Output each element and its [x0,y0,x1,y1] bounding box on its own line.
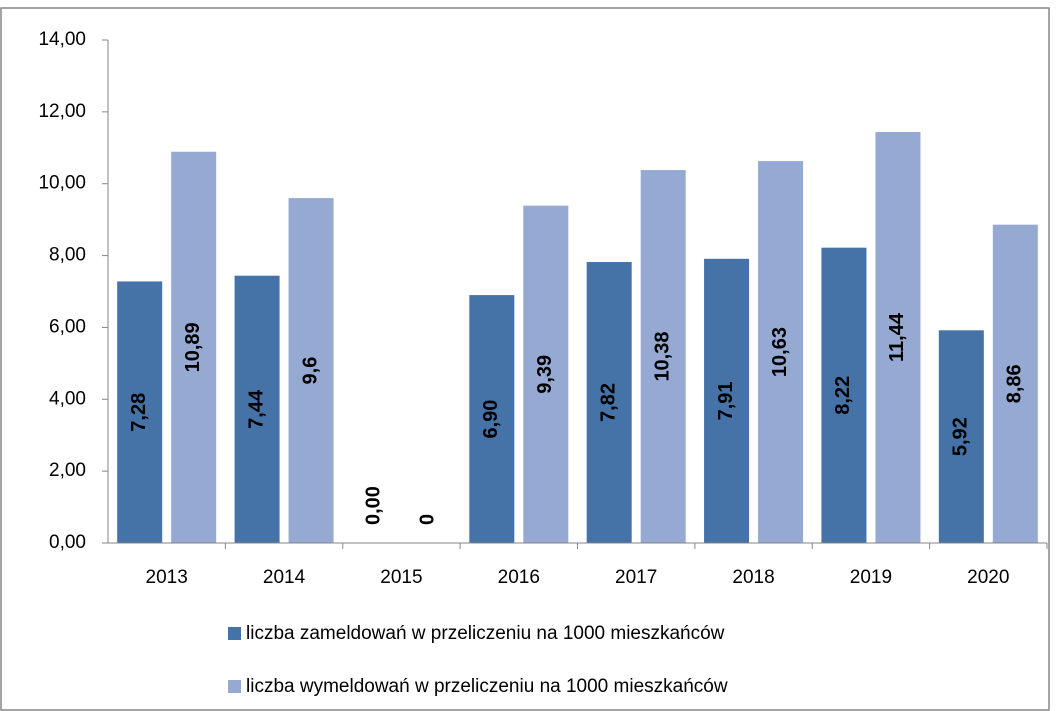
y-tick-label: 4,00 [49,388,86,409]
x-tick-label: 2017 [615,567,657,588]
value-label: 9,6 [299,357,321,385]
bar [523,205,569,543]
value-label: 7,28 [128,393,150,432]
legend-label: liczba wymeldowań w przeliczeniu na 1000… [246,676,728,697]
bar [821,247,867,543]
x-tick-label: 2018 [732,567,774,588]
x-tick-label: 2020 [967,567,1009,588]
bar [992,224,1038,543]
value-label: 0,00 [363,486,385,525]
bar [640,170,686,543]
y-tick-label: 8,00 [49,245,86,266]
bar [117,281,163,543]
x-tick-label: 2019 [850,567,892,588]
value-label: 10,63 [769,327,791,377]
y-tick-label: 0,00 [49,532,86,553]
value-label: 7,82 [597,383,619,422]
bar [586,262,632,543]
value-label: 7,91 [715,381,737,420]
x-tick-label: 2013 [146,567,188,588]
y-tick-label: 6,00 [49,316,86,337]
x-tick-label: 2014 [263,567,306,588]
bar [704,258,750,543]
legend-label: liczba zameldowań w przeliczeniu na 1000… [246,623,725,644]
value-label: 7,44 [245,389,267,429]
x-tick-label: 2016 [498,567,540,588]
bar [171,151,217,543]
legend-swatch [228,680,241,693]
value-label: 8,86 [1004,364,1026,403]
legend-swatch [228,627,241,640]
y-tick-label: 14,00 [38,29,86,50]
value-label: 10,89 [182,322,204,372]
value-label: 10,38 [651,331,673,381]
value-label: 9,39 [534,355,556,394]
value-label: 0 [417,514,439,525]
value-label: 8,22 [832,376,854,415]
bar [234,275,280,543]
value-label: 11,44 [886,312,908,362]
bar [875,131,921,543]
value-label: 6,90 [480,400,502,439]
bar [288,198,334,544]
y-tick-label: 2,00 [49,460,86,481]
bar [758,161,804,543]
x-tick-label: 2015 [380,567,422,588]
value-label: 5,92 [950,417,972,456]
bar [938,330,984,543]
y-tick-label: 10,00 [38,173,86,194]
y-tick-label: 12,00 [38,101,86,122]
bar [469,295,515,543]
